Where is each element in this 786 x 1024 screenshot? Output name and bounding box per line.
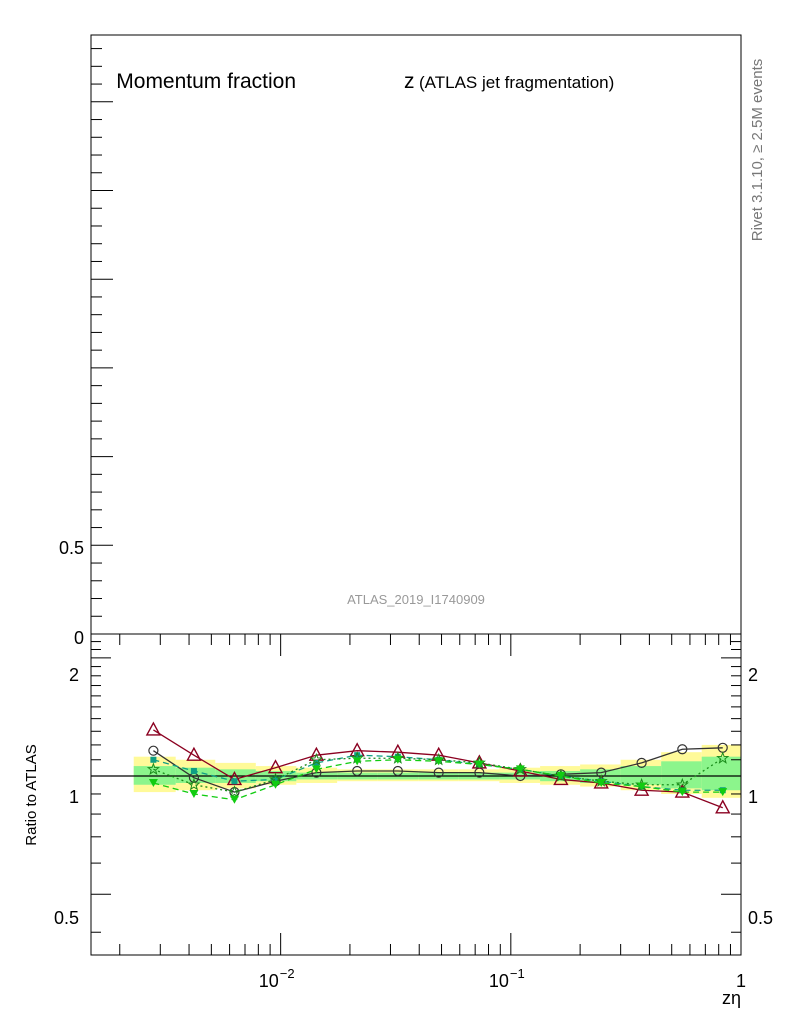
series-3-point [227, 785, 242, 798]
series-2-point [231, 778, 238, 785]
series-1-point [553, 770, 569, 786]
series-4-point [311, 765, 321, 774]
series-4-point [718, 788, 728, 797]
series-4-point [515, 765, 525, 774]
series-1-point [226, 770, 243, 786]
chart-title-suffix: (ATLAS jet fragmentation) [419, 73, 614, 92]
main-ytick-label-0.5: 0.5 [59, 538, 84, 558]
series-4-point [637, 782, 647, 791]
series-4-point [352, 757, 362, 766]
series-4-point [434, 757, 444, 766]
ratio-ytick-label-left-2: 2 [69, 665, 79, 685]
ratio-ylabel: Ratio to ATLAS [23, 744, 40, 845]
series-3-point [187, 777, 201, 791]
series-line-0 [153, 747, 723, 793]
series-2-point [190, 767, 197, 774]
ratio-ytick-label-right-0.5: 0.5 [748, 908, 773, 928]
main-ytick-label-0: 0 [74, 628, 84, 648]
xtick-label-2: 1 [736, 971, 746, 991]
ratio-panel-ticks [91, 634, 742, 955]
series-4-point [474, 760, 484, 769]
series-0-point [433, 767, 444, 778]
series-4-point [148, 778, 158, 787]
ratio-panel-frame [90, 633, 742, 956]
series-4-point [229, 795, 239, 804]
green-band-bin [661, 761, 702, 789]
xtick-label-1: 10−1 [489, 966, 525, 991]
chart-title: Momentum fraction [116, 70, 296, 93]
series-0-point [392, 765, 403, 777]
series-1-point [715, 799, 731, 814]
main-panel-frame [90, 34, 742, 635]
series-4-point [677, 788, 687, 797]
series-2-point [313, 759, 320, 766]
series-3-point [675, 777, 689, 791]
series-2-point [150, 756, 157, 763]
series-0-point [636, 757, 647, 768]
series-0-point [677, 744, 688, 755]
series-3-point [716, 751, 730, 764]
series-4-point [393, 755, 403, 764]
series-3-point [309, 752, 323, 766]
ratio-series-group [145, 721, 731, 814]
ratio-ytick-label-left-0.5: 0.5 [54, 908, 79, 928]
x-axis-label: zη [722, 988, 741, 1008]
series-1-point [186, 746, 202, 761]
ratio-ytick-label-right-1: 1 [748, 787, 758, 807]
series-0-point [148, 745, 159, 756]
series-4-point [556, 772, 566, 781]
series-0-point [352, 765, 363, 777]
series-2-point [354, 752, 361, 759]
series-2-point [272, 776, 279, 783]
series-1-point [145, 721, 162, 736]
ratio-ytick-label-right-2: 2 [748, 665, 758, 685]
side-label: Rivet 3.1.10, ≥ 2.5M events [749, 59, 766, 242]
ratio-ytick-label-left-1: 1 [69, 787, 79, 807]
xtick-labels: 10−2 10−1 1 [259, 966, 746, 991]
xtick-label-0: 10−2 [259, 966, 295, 991]
watermark: ATLAS_2019_I1740909 [347, 592, 485, 607]
green-band-bin [701, 756, 741, 791]
series-4-point [189, 789, 199, 798]
chart-title-symbol: z [404, 70, 415, 93]
series-4-point [271, 780, 281, 789]
series-3-point [146, 762, 160, 775]
main-panel-ticks [91, 48, 113, 635]
series-4-point [596, 778, 606, 787]
